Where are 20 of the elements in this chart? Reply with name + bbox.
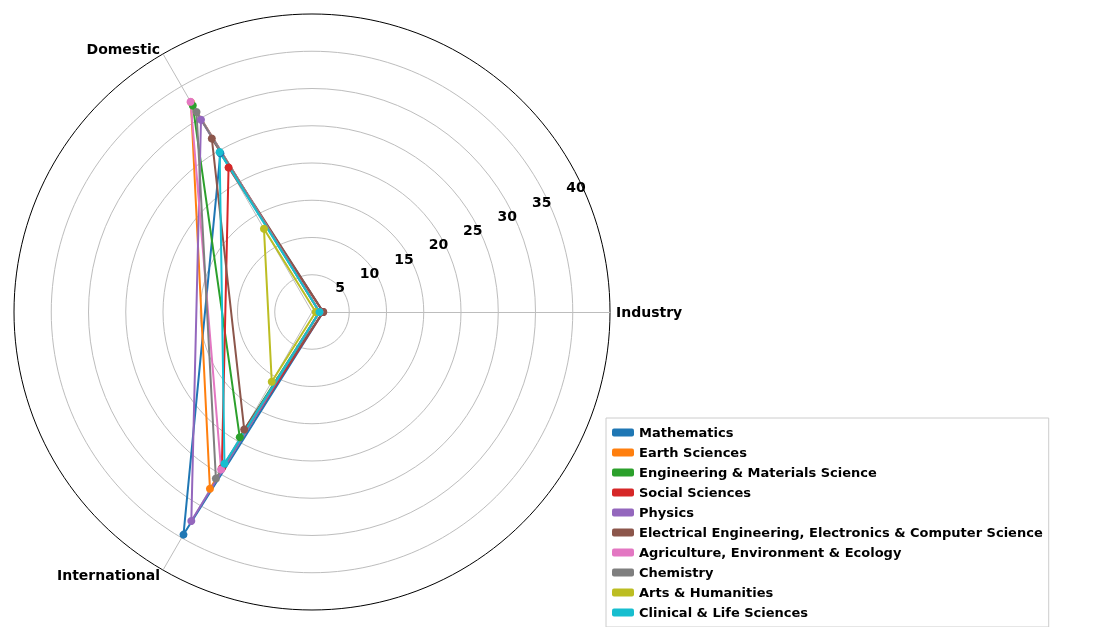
legend-label: Arts & Humanities [639,585,774,600]
y-tick-label: 5 [335,279,345,296]
y-tick-label: 20 [428,236,449,253]
y-tick-label: 30 [497,207,518,224]
spoke-label: International [56,567,160,584]
legend-label: Engineering & Materials Science [639,465,877,480]
legend-label: Chemistry [639,565,714,580]
y-tick-label: 25 [463,222,483,239]
legend-label: Mathematics [639,425,734,440]
legend-label: Physics [639,505,695,520]
legend-label: Agriculture, Environment & Ecology [639,545,902,560]
spoke-label: Domestic [86,40,160,57]
legend-label: Clinical & Life Sciences [639,605,809,620]
legend-label: Earth Sciences [639,445,748,460]
spoke-label: Industry [616,304,683,320]
y-tick-label: 35 [531,193,552,210]
legend-label: Electrical Engineering, Electronics & Computer Science [639,525,1043,540]
y-tick-label: 15 [394,250,414,267]
legend-label: Social Sciences [639,485,752,500]
y-tick-label: 10 [359,264,380,281]
